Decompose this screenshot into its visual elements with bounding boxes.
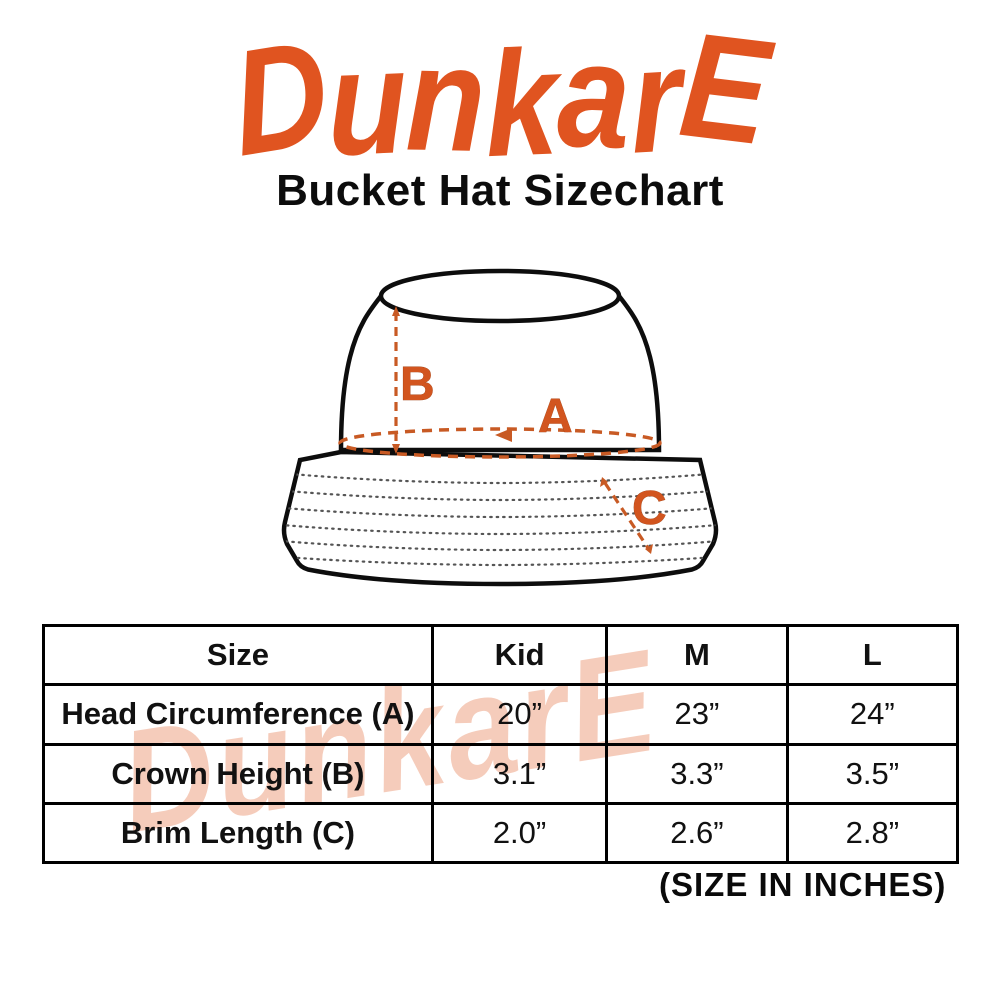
- svg-text:A: A: [538, 390, 573, 443]
- svg-text:C: C: [632, 482, 667, 535]
- svg-text:B: B: [400, 358, 435, 411]
